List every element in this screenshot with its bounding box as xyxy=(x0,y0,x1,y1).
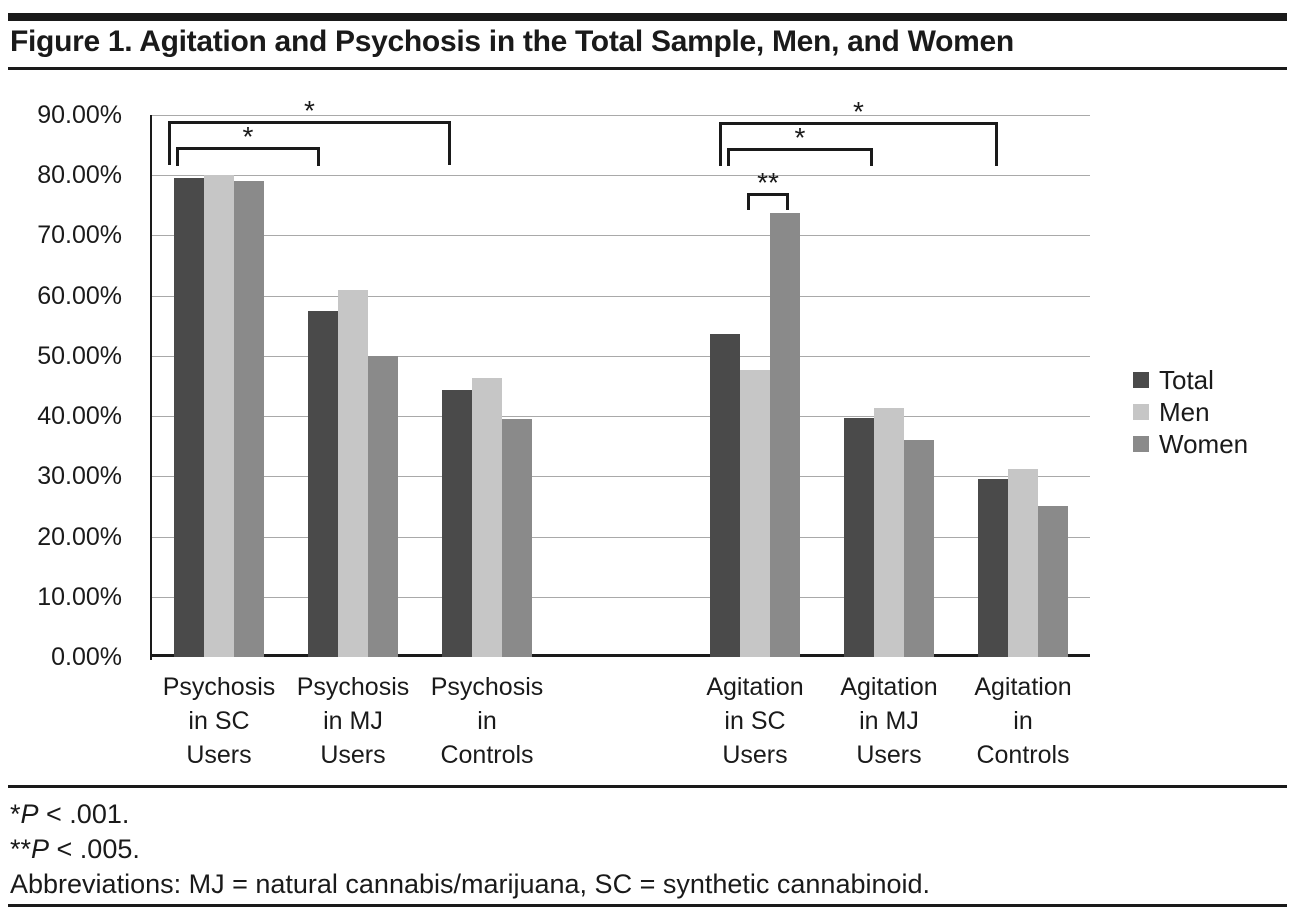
footnote-text: < .001. xyxy=(38,799,130,829)
bottom-rule xyxy=(8,904,1287,907)
significance-bracket xyxy=(168,121,451,165)
y-tick-label: 30.00% xyxy=(37,462,122,491)
significance-bracket xyxy=(176,147,320,166)
bar-agitation-in-controls-women xyxy=(1038,506,1068,657)
bar-psychosis-in-sc-users-total xyxy=(174,177,204,657)
y-tick-label: 50.00% xyxy=(37,341,122,370)
y-tick-label: 20.00% xyxy=(37,522,122,551)
bar-psychosis-in-sc-users-men xyxy=(204,175,234,657)
x-axis-line xyxy=(150,654,1090,657)
y-axis-line xyxy=(150,115,152,660)
bar-agitation-in-mj-users-women xyxy=(904,440,934,657)
x-category-label-agitation-in-sc-users: Agitation in SC Users xyxy=(706,673,804,769)
plot-area xyxy=(150,115,1090,660)
significance-label: * xyxy=(304,95,315,126)
y-tick-label: 60.00% xyxy=(37,281,122,310)
footnote-separator-rule xyxy=(8,785,1287,788)
gridline xyxy=(152,115,1090,116)
legend-swatch-women xyxy=(1133,436,1149,452)
y-tick-label: 90.00% xyxy=(37,101,122,129)
x-category-label-agitation-in-controls: Agitation in Controls xyxy=(974,673,1072,769)
bar-agitation-in-controls-total xyxy=(978,479,1008,657)
bar-psychosis-in-controls-women xyxy=(502,419,532,657)
legend-item-women: Women xyxy=(1133,428,1248,460)
footnote-marker: ** xyxy=(10,834,32,864)
bar-agitation-in-controls-men xyxy=(1008,468,1038,657)
significance-label: * xyxy=(853,96,864,127)
bar-agitation-in-sc-users-women xyxy=(770,213,800,657)
bar-psychosis-in-controls-men xyxy=(472,377,502,657)
x-category-label-psychosis-in-mj-users: Psychosis in MJ Users xyxy=(296,673,410,769)
significance-bracket xyxy=(747,193,789,210)
legend-swatch-total xyxy=(1133,372,1149,388)
legend-label: Men xyxy=(1159,396,1210,427)
significance-label: ** xyxy=(757,167,779,198)
gridline xyxy=(152,536,1090,538)
y-tick-label: 80.00% xyxy=(37,161,122,190)
gridline xyxy=(152,175,1090,177)
gridline xyxy=(152,235,1090,237)
bar-psychosis-in-mj-users-men xyxy=(338,289,368,657)
legend-label: Women xyxy=(1159,428,1249,459)
significance-label: * xyxy=(794,122,806,153)
x-category-label-agitation-in-mj-users: Agitation in MJ Users xyxy=(840,673,938,769)
top-rule xyxy=(8,13,1287,21)
significance-bracket xyxy=(727,148,873,166)
significance-label: * xyxy=(242,121,254,152)
legend-label: Total xyxy=(1159,364,1214,395)
bar-agitation-in-sc-users-men xyxy=(740,370,770,657)
footnote-stat: P xyxy=(31,834,50,864)
gridline xyxy=(152,295,1090,297)
y-tick-label: 70.00% xyxy=(37,221,122,250)
abbreviations-note: Abbreviations: MJ = natural cannabis/mar… xyxy=(10,869,931,899)
gridline xyxy=(152,476,1090,478)
gridline xyxy=(152,416,1090,418)
gridline xyxy=(152,596,1090,598)
significance-bracket xyxy=(719,122,998,166)
x-category-label-psychosis-in-sc-users: Psychosis in SC Users xyxy=(162,673,276,769)
legend-swatch-men xyxy=(1133,404,1149,420)
gridline xyxy=(152,355,1090,357)
x-category-label-psychosis-in-controls: Psychosis in Controls xyxy=(430,673,544,769)
y-tick-label: 0.00% xyxy=(51,643,122,671)
footnote-text: < .005. xyxy=(49,834,140,864)
footnote-marker: * xyxy=(10,799,21,829)
bar-agitation-in-sc-users-total xyxy=(710,333,740,657)
bar-psychosis-in-mj-users-women xyxy=(368,355,398,657)
legend-item-men: Men xyxy=(1133,396,1210,428)
bar-agitation-in-mj-users-total xyxy=(844,417,874,657)
bar-psychosis-in-controls-total xyxy=(442,389,472,657)
footnote-stat: P xyxy=(20,799,39,829)
footnote-p-005: **P < .005. xyxy=(10,832,140,866)
footnote-p-001: *P < .001. xyxy=(10,797,129,831)
figure-title: Figure 1. Agitation and Psychosis in the… xyxy=(10,25,1014,58)
bar-psychosis-in-mj-users-total xyxy=(308,311,338,657)
y-tick-label: 40.00% xyxy=(37,402,122,431)
bar-agitation-in-mj-users-men xyxy=(874,408,904,657)
y-tick-label: 10.00% xyxy=(37,582,122,611)
bar-psychosis-in-sc-users-women xyxy=(234,181,264,657)
legend-item-total: Total xyxy=(1133,364,1214,396)
title-rule xyxy=(8,67,1287,70)
